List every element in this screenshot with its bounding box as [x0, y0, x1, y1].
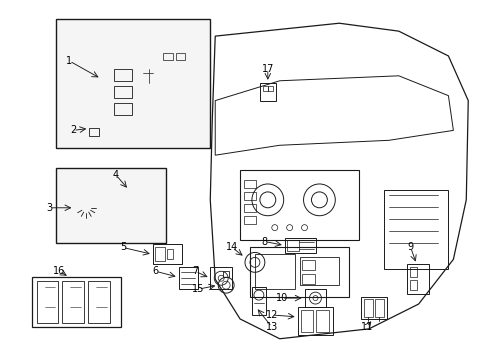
Bar: [114, 103, 132, 114]
Bar: [374, 299, 383, 317]
Text: 12: 12: [265, 310, 277, 320]
Text: 16: 16: [53, 266, 65, 276]
Bar: [300, 310, 313, 332]
Bar: [304, 289, 325, 307]
Bar: [263, 86, 267, 91]
Bar: [244, 192, 255, 200]
Bar: [244, 216, 255, 224]
Bar: [284, 238, 316, 253]
Bar: [223, 271, 229, 277]
Text: 6: 6: [152, 266, 159, 276]
Bar: [166, 249, 172, 260]
Bar: [244, 180, 255, 188]
Bar: [32, 277, 121, 327]
Bar: [56, 168, 165, 243]
Text: 1: 1: [66, 56, 72, 66]
Text: 4: 4: [113, 170, 119, 180]
Bar: [267, 86, 272, 91]
Bar: [178, 267, 198, 289]
Bar: [360, 297, 386, 319]
Bar: [259, 83, 275, 100]
Bar: [88, 281, 110, 323]
Bar: [114, 69, 132, 81]
Bar: [316, 310, 328, 332]
Bar: [56, 19, 210, 148]
Text: 2: 2: [70, 125, 76, 135]
Bar: [383, 190, 447, 269]
Bar: [244, 204, 255, 212]
Text: 9: 9: [407, 243, 413, 252]
Bar: [364, 299, 372, 317]
Text: 5: 5: [120, 243, 126, 252]
Text: 11: 11: [360, 322, 372, 332]
Text: 17: 17: [261, 64, 273, 74]
Bar: [297, 307, 333, 335]
Bar: [154, 247, 164, 261]
Bar: [406, 264, 427, 294]
Bar: [62, 281, 84, 323]
Bar: [301, 274, 315, 284]
Text: 13: 13: [265, 322, 277, 332]
Bar: [301, 260, 315, 270]
Text: 15: 15: [192, 284, 204, 294]
Text: 14: 14: [225, 243, 238, 252]
Bar: [175, 53, 185, 60]
Bar: [254, 255, 294, 289]
Bar: [251, 287, 265, 315]
Bar: [152, 244, 182, 264]
Bar: [89, 129, 99, 136]
Bar: [240, 170, 358, 239]
Bar: [409, 267, 416, 277]
Bar: [249, 247, 348, 297]
Bar: [409, 280, 416, 290]
Text: 3: 3: [46, 203, 53, 213]
Bar: [163, 53, 172, 60]
Text: 7: 7: [192, 266, 198, 276]
Bar: [210, 267, 232, 289]
Text: 10: 10: [275, 293, 287, 303]
Bar: [286, 239, 298, 251]
Text: 8: 8: [261, 237, 267, 247]
Bar: [299, 257, 339, 285]
Bar: [114, 86, 132, 98]
Bar: [37, 281, 59, 323]
